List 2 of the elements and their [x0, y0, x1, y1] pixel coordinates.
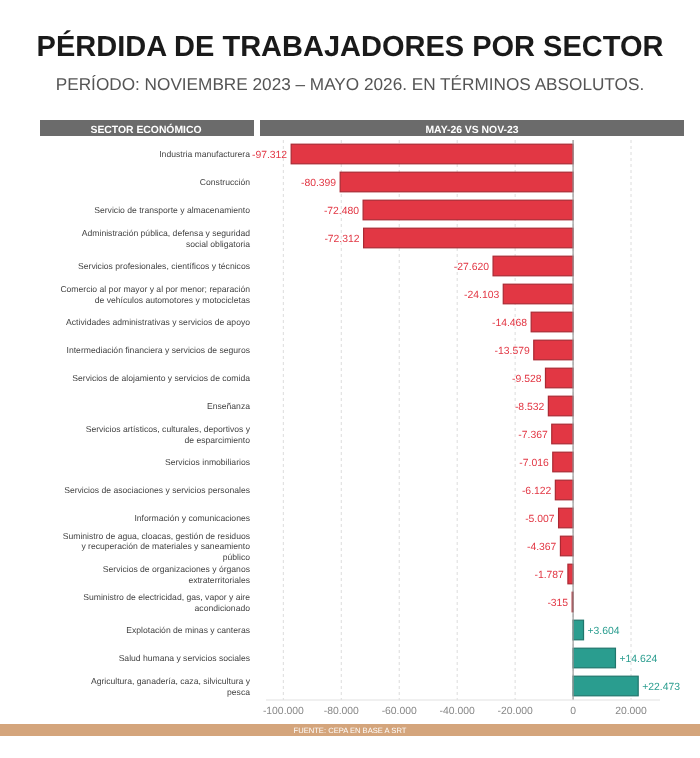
- chart-subtitle: PERÍODO: NOVIEMBRE 2023 – MAYO 2026. EN TÉRMINOS ABSOLUTOS.: [55, 74, 645, 94]
- chart-title: PÉRDIDA DE TRABAJADORES POR SECTOR: [36, 30, 665, 64]
